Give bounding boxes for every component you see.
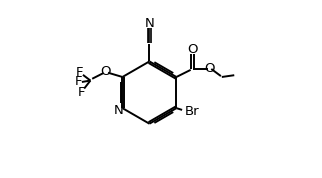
- Text: N: N: [145, 17, 154, 30]
- Text: O: O: [100, 65, 111, 78]
- Text: O: O: [187, 43, 198, 56]
- Text: Br: Br: [185, 105, 200, 118]
- Text: F: F: [75, 75, 82, 88]
- Text: O: O: [204, 62, 215, 75]
- Text: F: F: [78, 86, 85, 99]
- Text: F: F: [76, 66, 83, 78]
- Text: N: N: [114, 104, 123, 117]
